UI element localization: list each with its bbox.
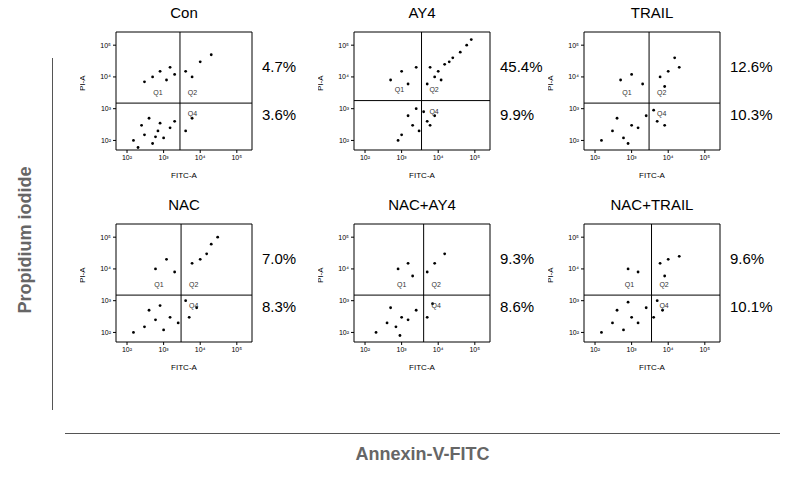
svg-text:Q1: Q1 [622, 89, 631, 97]
html-text:Annexin-V-FITC: Annexin-V-FITC [355, 444, 490, 464]
svg-text:10²: 10² [590, 346, 601, 353]
svg-text:10⁵: 10⁵ [469, 346, 480, 353]
svg-text:10²: 10² [590, 154, 601, 161]
html-text:NAC: NAC [168, 196, 200, 213]
svg-text:10³: 10³ [569, 105, 580, 112]
html-text:10.3%: 10.3% [730, 106, 773, 123]
svg-text:Q4: Q4 [189, 302, 198, 310]
html-text:8.3%: 8.3% [262, 298, 297, 315]
svg-text:10³: 10³ [159, 346, 170, 353]
svg-text:Q4: Q4 [657, 110, 666, 118]
svg-text:10⁴: 10⁴ [338, 73, 349, 80]
svg-text:PI-A: PI-A [318, 267, 325, 283]
svg-text:10⁵: 10⁵ [699, 346, 710, 353]
html-text:9.6%: 9.6% [730, 250, 765, 267]
svg-text:10²: 10² [569, 137, 580, 144]
html-text:45.4%: 45.4% [500, 58, 543, 75]
html-text:3.6%: 3.6% [262, 106, 297, 123]
svg-text:10³: 10³ [397, 154, 408, 161]
svg-text:10⁴: 10⁴ [195, 154, 206, 161]
svg-text:10³: 10³ [339, 105, 350, 112]
svg-text:PI-A: PI-A [548, 267, 555, 283]
svg-text:FITC-A: FITC-A [409, 171, 435, 178]
svg-text:10⁴: 10⁴ [100, 73, 111, 80]
svg-text:10⁴: 10⁴ [663, 154, 674, 161]
svg-text:10⁴: 10⁴ [568, 265, 579, 272]
svg-text:PI-A: PI-A [80, 267, 87, 283]
svg-text:FITC-A: FITC-A [639, 171, 665, 178]
svg-text:10³: 10³ [101, 297, 112, 304]
svg-text:10³: 10³ [627, 154, 638, 161]
svg-text:Q2: Q2 [432, 281, 441, 289]
html-text:NAC+AY4: NAC+AY4 [388, 196, 456, 213]
svg-text:10⁵: 10⁵ [231, 346, 242, 353]
svg-text:10⁵: 10⁵ [338, 42, 349, 49]
svg-text:Q1: Q1 [153, 89, 162, 97]
html-text:10.1%: 10.1% [730, 298, 773, 315]
svg-text:PI-A: PI-A [548, 75, 555, 91]
svg-text:10²: 10² [122, 154, 133, 161]
svg-text:10²: 10² [101, 329, 112, 336]
svg-text:10⁴: 10⁴ [338, 265, 349, 272]
svg-text:Q4: Q4 [429, 108, 438, 116]
svg-text:Q4: Q4 [432, 302, 441, 310]
html-text:4.7%: 4.7% [262, 58, 297, 75]
svg-text:10³: 10³ [397, 346, 408, 353]
svg-text:10⁵: 10⁵ [568, 42, 579, 49]
svg-text:Q1: Q1 [625, 281, 634, 289]
html-text:7.0%: 7.0% [262, 250, 297, 267]
svg-text:Q1: Q1 [397, 281, 406, 289]
svg-text:Q1: Q1 [154, 281, 163, 289]
html-text:9.9%: 9.9% [500, 106, 535, 123]
svg-text:Q2: Q2 [429, 86, 438, 94]
svg-text:FITC-A: FITC-A [409, 363, 435, 370]
html-text:Con: Con [170, 4, 198, 21]
svg-text:10²: 10² [360, 154, 371, 161]
svg-text:10⁵: 10⁵ [338, 234, 349, 241]
html-text:8.6%: 8.6% [500, 298, 535, 315]
svg-text:10⁴: 10⁴ [663, 346, 674, 353]
svg-text:10³: 10³ [159, 154, 170, 161]
svg-text:FITC-A: FITC-A [171, 363, 197, 370]
svg-text:10²: 10² [360, 346, 371, 353]
svg-text:10⁴: 10⁴ [568, 73, 579, 80]
svg-text:10⁴: 10⁴ [433, 346, 444, 353]
svg-text:10⁴: 10⁴ [195, 346, 206, 353]
svg-text:10⁵: 10⁵ [100, 234, 111, 241]
svg-text:FITC-A: FITC-A [639, 363, 665, 370]
svg-text:10⁵: 10⁵ [568, 234, 579, 241]
svg-text:PI-A: PI-A [80, 75, 87, 91]
svg-text:10²: 10² [339, 329, 350, 336]
html-text:9.3%: 9.3% [500, 250, 535, 267]
svg-text:10⁵: 10⁵ [699, 154, 710, 161]
html-text:12.6%: 12.6% [730, 58, 773, 75]
svg-text:10⁵: 10⁵ [100, 42, 111, 49]
svg-text:10³: 10³ [101, 105, 112, 112]
svg-text:10²: 10² [122, 346, 133, 353]
svg-text:Q2: Q2 [659, 281, 668, 289]
svg-text:10⁵: 10⁵ [231, 154, 242, 161]
svg-text:10³: 10³ [339, 297, 350, 304]
svg-text:10⁴: 10⁴ [100, 265, 111, 272]
svg-text:10²: 10² [101, 137, 112, 144]
svg-text:10³: 10³ [627, 346, 638, 353]
svg-text:10²: 10² [339, 137, 350, 144]
html-text:Propidium iodide: Propidium iodide [14, 166, 35, 314]
svg-text:PI-A: PI-A [318, 75, 325, 91]
html-text:TRAIL: TRAIL [630, 4, 674, 21]
svg-text:FITC-A: FITC-A [171, 171, 197, 178]
svg-text:Q4: Q4 [188, 110, 197, 118]
svg-text:Q2: Q2 [188, 89, 197, 97]
svg-text:10⁴: 10⁴ [433, 154, 444, 161]
html-text:NAC+TRAIL: NAC+TRAIL [610, 196, 694, 213]
svg-text:10²: 10² [569, 329, 580, 336]
svg-text:10⁵: 10⁵ [469, 154, 480, 161]
html-text:AY4: AY4 [408, 4, 436, 21]
svg-text:Q2: Q2 [189, 281, 198, 289]
svg-text:Q2: Q2 [657, 89, 666, 97]
svg-text:10³: 10³ [569, 297, 580, 304]
svg-text:Q4: Q4 [659, 302, 668, 310]
svg-text:Q1: Q1 [395, 86, 404, 94]
